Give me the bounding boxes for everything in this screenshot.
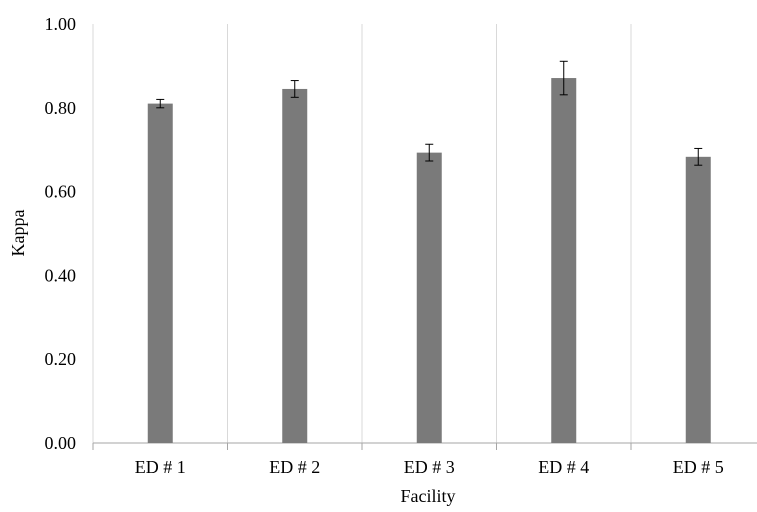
x-tick-label: ED # 5 [673, 457, 724, 477]
x-tick-label: ED # 4 [538, 457, 589, 477]
grid-layer [92, 24, 632, 443]
bar [551, 78, 577, 444]
label-layer: 0.00 0.20 0.40 0.60 0.80 1.00 ED # 1 ED # 2 ED #… [45, 14, 724, 477]
y-tick-label: 1.00 [45, 14, 77, 34]
error-bar-layer [156, 60, 703, 166]
x-axis-title: Facility [401, 486, 456, 506]
y-tick-label: 0.20 [45, 349, 77, 369]
bar [282, 88, 308, 443]
x-tick-label: ED # 2 [269, 457, 320, 477]
bar [147, 103, 173, 444]
y-axis-title: Kappa [8, 210, 28, 257]
bar [685, 156, 711, 443]
y-tick-label: 0.60 [45, 182, 77, 202]
bar-layer [147, 78, 711, 444]
x-tick-label: ED # 3 [404, 457, 455, 477]
x-tick-label: ED # 1 [135, 457, 186, 477]
y-tick-label: 0.40 [45, 265, 77, 285]
y-tick-label: 0.80 [45, 98, 77, 118]
axis-layer [92, 442, 757, 450]
bar [416, 152, 442, 443]
y-tick-label: 0.00 [45, 433, 77, 453]
